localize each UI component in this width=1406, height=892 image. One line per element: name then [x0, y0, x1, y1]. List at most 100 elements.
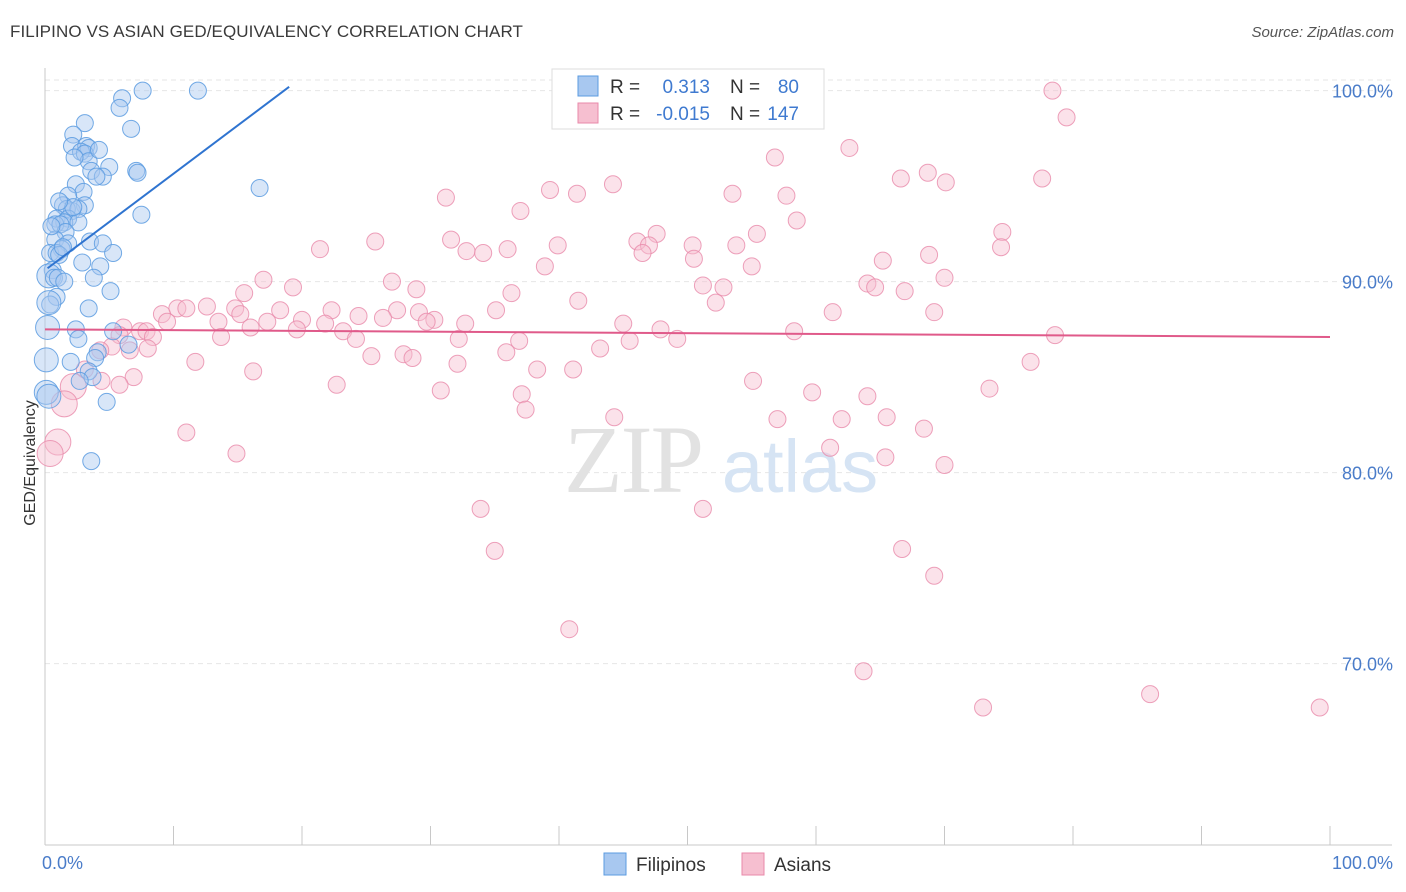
asian-point — [560, 620, 579, 639]
filipino-point — [110, 98, 129, 117]
asian-point — [448, 354, 467, 373]
asian-point — [639, 236, 658, 255]
asian-point — [935, 268, 954, 287]
asian-point — [895, 282, 914, 301]
asian-point — [936, 173, 955, 192]
asian-point — [235, 284, 254, 303]
asian-point — [244, 362, 263, 381]
asian-point — [891, 169, 910, 188]
asian-point — [511, 201, 530, 220]
y-tick-label: 90.0% — [1342, 273, 1393, 293]
x-tick-label-min: 0.0% — [42, 853, 83, 873]
y-axis-label: GED/Equivalency — [22, 400, 39, 525]
asian-point — [840, 138, 859, 157]
asian-point — [388, 301, 407, 320]
legend-n-value-filipinos: 80 — [778, 77, 799, 98]
asian-point — [858, 387, 877, 406]
chart-title: FILIPINO VS ASIAN GED/EQUIVALENCY CORREL… — [10, 22, 524, 41]
asian-point — [487, 301, 506, 320]
asian-point — [449, 329, 468, 348]
filipino-point — [61, 352, 80, 371]
y-tick-label: 100.0% — [1332, 82, 1393, 102]
filipino-point — [36, 290, 62, 316]
asian-point — [293, 310, 311, 329]
asian-point — [241, 318, 260, 337]
filipino-point — [133, 81, 152, 100]
asian-point — [349, 306, 368, 325]
filipino-point — [73, 253, 92, 272]
filipino-point — [82, 452, 101, 471]
y-tick-label: 80.0% — [1342, 464, 1393, 484]
asians-trend-line — [44, 328, 1331, 339]
asian-point — [110, 375, 129, 394]
asian-point — [442, 230, 461, 249]
asian-point — [528, 360, 547, 379]
filipino-point — [250, 179, 269, 198]
filipino-point — [100, 158, 119, 177]
asian-point — [980, 379, 999, 398]
asian-point — [992, 238, 1011, 257]
filipino-point — [41, 295, 60, 314]
asian-point — [177, 299, 196, 318]
asian-point — [832, 410, 851, 429]
asian-point — [186, 352, 205, 371]
asian-point — [287, 320, 306, 339]
y-tick-labels: 70.0% 80.0% 90.0% 100.0% — [1332, 82, 1393, 675]
asian-point — [485, 541, 504, 560]
asian-point — [876, 448, 895, 467]
asian-point — [918, 163, 937, 182]
filipino-point — [44, 268, 63, 287]
legend-n-label-2: N = — [730, 104, 760, 125]
y-tick-label: 70.0% — [1342, 655, 1393, 675]
asian-point — [914, 419, 933, 438]
correlation-legend: R = 0.313 N = 80 R = -0.015 N = 147 — [551, 68, 825, 130]
asian-point — [564, 360, 583, 379]
asian-point — [271, 301, 290, 320]
asian-point — [873, 251, 892, 270]
asian-point — [693, 499, 712, 518]
asian-point — [1141, 685, 1160, 704]
asian-point — [823, 303, 842, 322]
asian-point — [765, 148, 784, 167]
asian-point — [1033, 169, 1052, 188]
asian-point — [1057, 108, 1076, 127]
asian-point — [569, 291, 588, 310]
filipino-point — [101, 282, 120, 301]
asian-point — [935, 455, 954, 474]
asian-point — [567, 184, 586, 203]
filipino-point — [36, 383, 62, 409]
bottom-legend-asians: Asians — [774, 855, 831, 876]
bottom-legend-filipinos: Filipinos — [636, 855, 706, 876]
asian-point — [310, 240, 329, 259]
legend-n-label-1: N = — [730, 77, 760, 98]
asian-point — [706, 293, 725, 312]
asian-point — [227, 444, 246, 463]
asian-point — [457, 242, 476, 261]
asian-point — [633, 243, 652, 262]
filipino-point — [65, 148, 84, 167]
legend-r-value-filipinos: 0.313 — [662, 77, 710, 98]
asian-point — [925, 566, 944, 585]
filipinos-trend-line — [46, 86, 290, 270]
filipino-point — [104, 243, 123, 262]
asian-point — [284, 278, 303, 297]
asian-point — [821, 438, 840, 457]
asian-point — [209, 312, 228, 331]
series-legend: Filipinos Asians — [603, 852, 831, 876]
asian-point — [417, 312, 436, 331]
legend-r-label-2: R = — [610, 104, 640, 125]
asian-point — [548, 236, 567, 255]
asian-point — [787, 211, 806, 230]
asian-point — [803, 383, 822, 402]
asian-point — [231, 305, 250, 324]
filipino-point — [55, 272, 74, 291]
asian-point — [362, 347, 381, 366]
asian-point — [693, 276, 712, 295]
asian-point — [120, 341, 139, 360]
asian-point — [993, 222, 1012, 241]
watermark: ZIP atlas — [564, 406, 878, 513]
asian-point — [1021, 352, 1040, 371]
asian-point — [893, 539, 912, 558]
asian-point — [1310, 698, 1329, 717]
asian-point — [436, 188, 455, 207]
